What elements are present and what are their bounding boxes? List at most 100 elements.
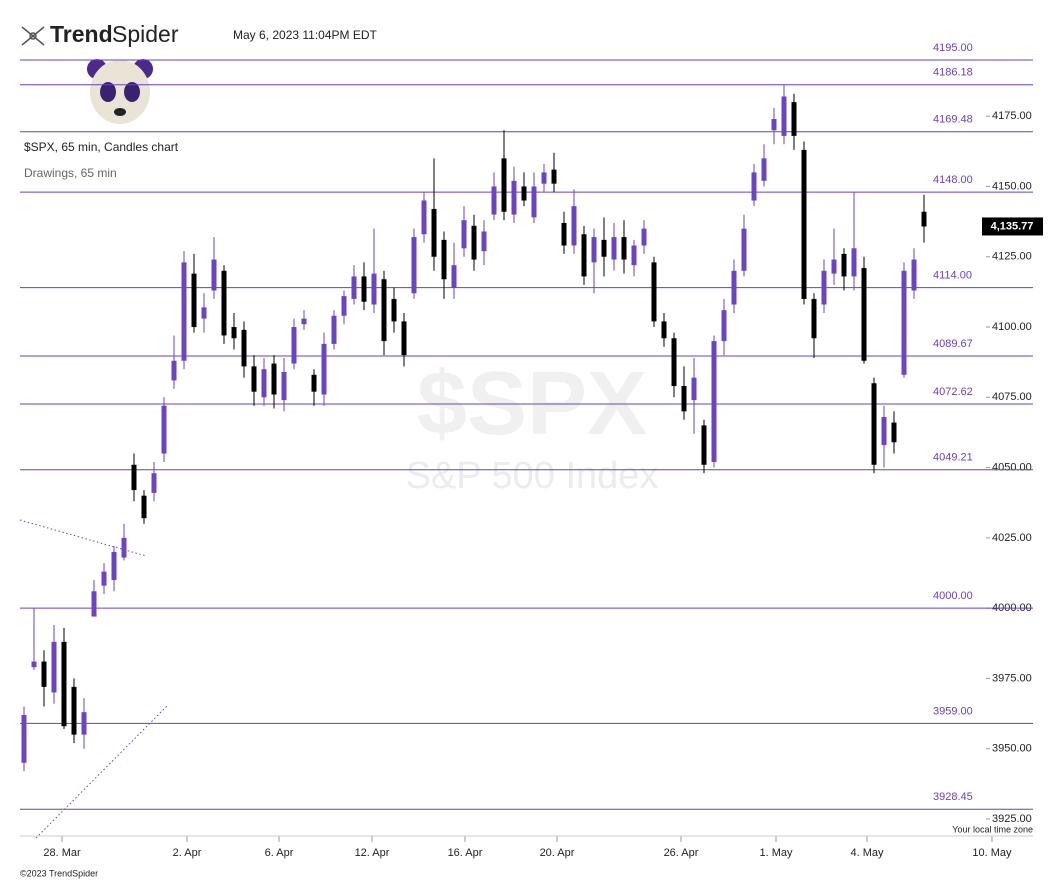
candle-body: [221, 270, 227, 336]
candle-body: [461, 220, 467, 249]
candle-body: [581, 234, 587, 277]
candle-body: [81, 712, 87, 735]
candle-body: [761, 158, 767, 181]
candle-body: [471, 225, 477, 260]
candle-body: [401, 321, 407, 356]
candle-body: [141, 495, 147, 519]
candle-body: [441, 239, 447, 280]
candle-body: [551, 169, 557, 184]
candle-body: [421, 200, 427, 235]
brand-bold: Trend: [50, 21, 113, 47]
timestamp: May 6, 2023 11:04PM EDT: [233, 28, 378, 42]
level-label: 3959.00: [933, 705, 973, 717]
trendline-drawing: [19, 519, 147, 557]
y-tick-label: 4175.00: [992, 110, 1032, 122]
candle-body: [811, 298, 817, 339]
candle-body: [271, 363, 277, 395]
candle-body: [501, 158, 507, 212]
candle-body: [371, 273, 377, 305]
candle-body: [911, 259, 917, 291]
candle-body: [451, 265, 457, 288]
candle-body: [851, 248, 857, 277]
candle-body: [251, 366, 257, 392]
candle-body: [351, 276, 357, 299]
level-label: 4049.21: [933, 452, 973, 464]
drawings-info: Drawings, 65 min: [24, 166, 117, 180]
candle-body: [891, 422, 897, 443]
panda-avatar: [87, 59, 153, 124]
trendline-drawing: [35, 704, 169, 839]
candle-body: [621, 237, 627, 260]
candle-body: [391, 298, 397, 322]
candle-body: [741, 228, 747, 271]
candle-body: [781, 96, 787, 136]
y-tick-label: 4125.00: [992, 251, 1032, 263]
candle-body: [191, 273, 197, 328]
candle-body: [91, 591, 97, 617]
candle-body: [661, 321, 667, 339]
candle-body: [481, 231, 487, 252]
y-tick-label: 4100.00: [992, 321, 1032, 333]
candle-body: [861, 267, 867, 361]
candle-body: [831, 259, 837, 274]
x-tick-label: 1. May: [759, 847, 793, 859]
candle-body: [641, 228, 647, 246]
candle-body: [111, 551, 117, 581]
copyright: ©2023 TrendSpider: [20, 868, 98, 878]
candle-body: [361, 276, 367, 302]
candle-body: [131, 464, 137, 491]
candle-body: [301, 318, 307, 325]
candle-body: [211, 259, 217, 291]
candle-body: [521, 186, 527, 201]
candle-body: [631, 245, 637, 266]
y-tick-label: 3950.00: [992, 743, 1032, 755]
candle-body: [181, 262, 187, 361]
candle-body: [531, 186, 537, 218]
level-label: 3928.45: [933, 791, 973, 803]
candle-body: [161, 405, 167, 454]
x-tick-label: 28. Mar: [43, 847, 81, 859]
candle-body: [61, 641, 67, 727]
candle-body: [721, 310, 727, 342]
candle-body: [261, 369, 267, 398]
candle-body: [321, 343, 327, 395]
level-label: 4195.00: [933, 42, 973, 54]
candle-body: [901, 270, 907, 375]
brand-light: Spider: [112, 21, 179, 47]
watermark-name: S&P 500 Index: [406, 455, 659, 497]
candle-body: [331, 315, 337, 344]
candle-body: [511, 180, 517, 215]
candle-body: [541, 172, 547, 184]
candle-body: [151, 473, 157, 493]
candle-body: [431, 208, 437, 257]
candle-body: [71, 686, 77, 735]
candle-body: [691, 377, 697, 401]
last-price-label: 4,135.77: [991, 220, 1034, 232]
candle-body: [751, 172, 757, 201]
candle-body: [241, 329, 247, 367]
candle-body: [591, 237, 597, 263]
candle-body: [801, 149, 807, 299]
y-tick-label: 3925.00: [992, 813, 1032, 825]
candle-body: [921, 211, 927, 227]
candle-body: [701, 425, 707, 465]
level-label: 4114.00: [933, 270, 972, 282]
candle-body: [771, 118, 777, 131]
candle-body: [671, 338, 677, 387]
candle-body: [611, 237, 617, 260]
candle-body: [731, 270, 737, 305]
plot-area: 3925.00 3950.00 3975.00 4000.00 4025.00 4050.…: [20, 42, 1043, 859]
y-tick-label: 4025.00: [992, 532, 1032, 544]
chart-info: $SPX, 65 min, Candles chart: [24, 140, 179, 154]
x-tick-label: 6. Apr: [265, 847, 294, 859]
x-tick-label: 2. Apr: [173, 847, 202, 859]
x-tick-label: 10. May: [972, 847, 1012, 859]
candle-body: [231, 327, 237, 339]
candle-body: [291, 327, 297, 364]
x-tick-label: 20. Apr: [540, 847, 575, 859]
candle-body: [281, 371, 287, 401]
candle-body: [21, 714, 27, 763]
logo-icon: [21, 26, 45, 46]
candle-body: [31, 661, 37, 668]
